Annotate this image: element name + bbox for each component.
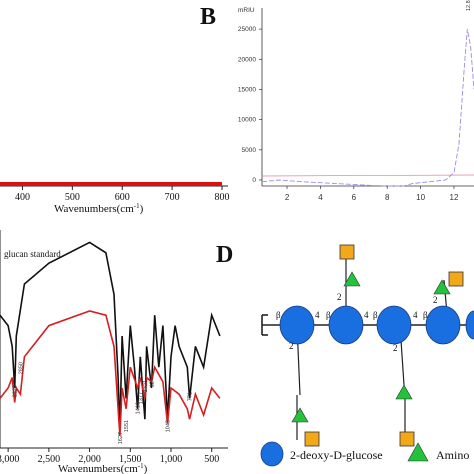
glucose-units — [279, 305, 474, 345]
panel-b-x-tick-label: 4 — [318, 193, 323, 202]
panel-c-peak-label: 2920 — [13, 385, 19, 397]
legend-amino-triangle-icon — [407, 442, 429, 462]
linkage-beta: β — [326, 310, 331, 320]
glucose-circle — [279, 305, 315, 345]
panel-c-peak-label: 771 — [188, 392, 194, 401]
linkage-two: 2 — [337, 292, 342, 302]
panel-c-x-tick-label: 1,000 — [160, 454, 183, 465]
panel-c-peak-label: 1551 — [124, 420, 130, 432]
panel-a-x-tick-label: 700 — [165, 192, 180, 203]
panel-c-x-axis-label: Wavenumbers(cm-1) — [58, 462, 148, 474]
panel-b-peak-label: 12.8 — [466, 0, 472, 11]
glucose-circle — [376, 305, 412, 345]
linkage-labels: β 4 β 4 β 4 β 2 2 2 2 — [276, 292, 438, 353]
panel-a-x-ticks: 400 500 600 700 800 — [15, 186, 230, 203]
panel-c-x-tick-label: 1,500 — [119, 454, 142, 465]
panel-b-baseline-line — [261, 174, 474, 177]
panel-c-series-glucan-standard — [0, 241, 221, 430]
linkage-two: 2 — [433, 295, 438, 305]
panel-b-y-ticks: 0 5000 10000 15000 20000 25000 — [238, 26, 262, 184]
linkage-four: 4 — [315, 310, 320, 320]
panel-c-peak-label: 1410 — [136, 402, 142, 414]
panel-b-y-tick-label: 10000 — [238, 117, 256, 124]
panel-b-x-tick-label: 6 — [352, 193, 357, 202]
panel-c-peak-label: 1321 — [143, 380, 149, 392]
amino-sugar-square — [339, 244, 355, 260]
glucose-circle-partial — [465, 310, 474, 340]
panel-c-peak-label: 1043 — [165, 420, 171, 432]
glucose-circle — [328, 305, 364, 345]
amino-sugar-square — [448, 271, 464, 287]
branch-bonds — [296, 255, 449, 440]
panel-b-y-tick-label: 20000 — [238, 56, 256, 63]
panel-a-x-tick-label: 800 — [215, 192, 230, 203]
panel-b-y-tick-label: 15000 — [238, 86, 256, 93]
panel-d: D — [216, 242, 474, 467]
linkage-two: 2 — [289, 341, 294, 351]
panel-b: B mRIU 0 5000 10000 15000 20000 25000 2 4 6 8 10 1… — [200, 0, 474, 202]
panel-c-x-tick-label: 3,000 — [0, 454, 19, 465]
panel-b-x-ticks: 2 4 6 8 10 12 — [285, 186, 459, 202]
panel-b-x-tick-label: 2 — [285, 193, 290, 202]
legend-glucose-circle-icon — [260, 441, 284, 467]
amino-triangle — [395, 384, 413, 400]
panel-b-y-tick-label: 0 — [252, 177, 256, 184]
linkage-two: 2 — [393, 343, 398, 353]
panel-a-x-tick-label: 600 — [115, 192, 130, 203]
panel-c-peak-label: 1240 — [149, 375, 155, 387]
panel-b-x-tick-label: 12 — [450, 193, 459, 202]
panel-c-x-tick-label: 2,500 — [38, 454, 61, 465]
amino-triangle — [343, 271, 361, 287]
panel-d-letter: D — [216, 242, 233, 268]
panel-b-x-tick-label: 8 — [385, 193, 390, 202]
panel-c-peak-label: 1377 — [138, 392, 144, 404]
panel-b-x-tick-label: 10 — [416, 193, 425, 202]
panel-c-legend-label: glucan standard — [4, 249, 61, 259]
amino-triangle — [291, 407, 309, 423]
glucose-circle — [425, 305, 461, 345]
panel-c-peak-label: 1627 — [118, 432, 124, 444]
panel-a-x-tick-label: 400 — [15, 192, 30, 203]
amino-triangle — [433, 279, 451, 295]
panel-c-x-tick-label: 500 — [204, 454, 219, 465]
linkage-beta: β — [276, 310, 281, 320]
panel-b-letter: B — [200, 4, 216, 30]
panel-b-series-line — [261, 29, 474, 187]
linkage-beta: β — [373, 310, 378, 320]
panel-a-x-axis-label: Wavenumbers(cm-1) — [54, 202, 144, 215]
amino-sugar-square — [304, 431, 320, 447]
linkage-four: 4 — [413, 310, 418, 320]
panel-c-peak-label: 2850 — [18, 362, 24, 374]
panel-a: 400 500 600 700 800 Wavenumbers(cm-1) — [0, 182, 230, 215]
panel-b-y-unit: mRIU — [238, 7, 255, 14]
amino-sugar-square — [399, 431, 415, 447]
panel-c-x-ticks: 3,000 2,500 2,000 1,500 1,000 500 — [0, 448, 219, 465]
panel-b-y-tick-label: 25000 — [238, 26, 256, 33]
panel-b-y-tick-label: 5000 — [242, 147, 257, 154]
linkage-beta: β — [423, 310, 428, 320]
legend-amino-label: Amino — [436, 448, 469, 462]
panel-c-series-sample — [0, 310, 221, 436]
legend-glucose-label: 2-deoxy-D-glucose — [290, 448, 383, 462]
panel-a-x-tick-label: 500 — [65, 192, 80, 203]
panel-c-x-tick-label: 2,000 — [78, 454, 101, 465]
linkage-four: 4 — [364, 310, 369, 320]
